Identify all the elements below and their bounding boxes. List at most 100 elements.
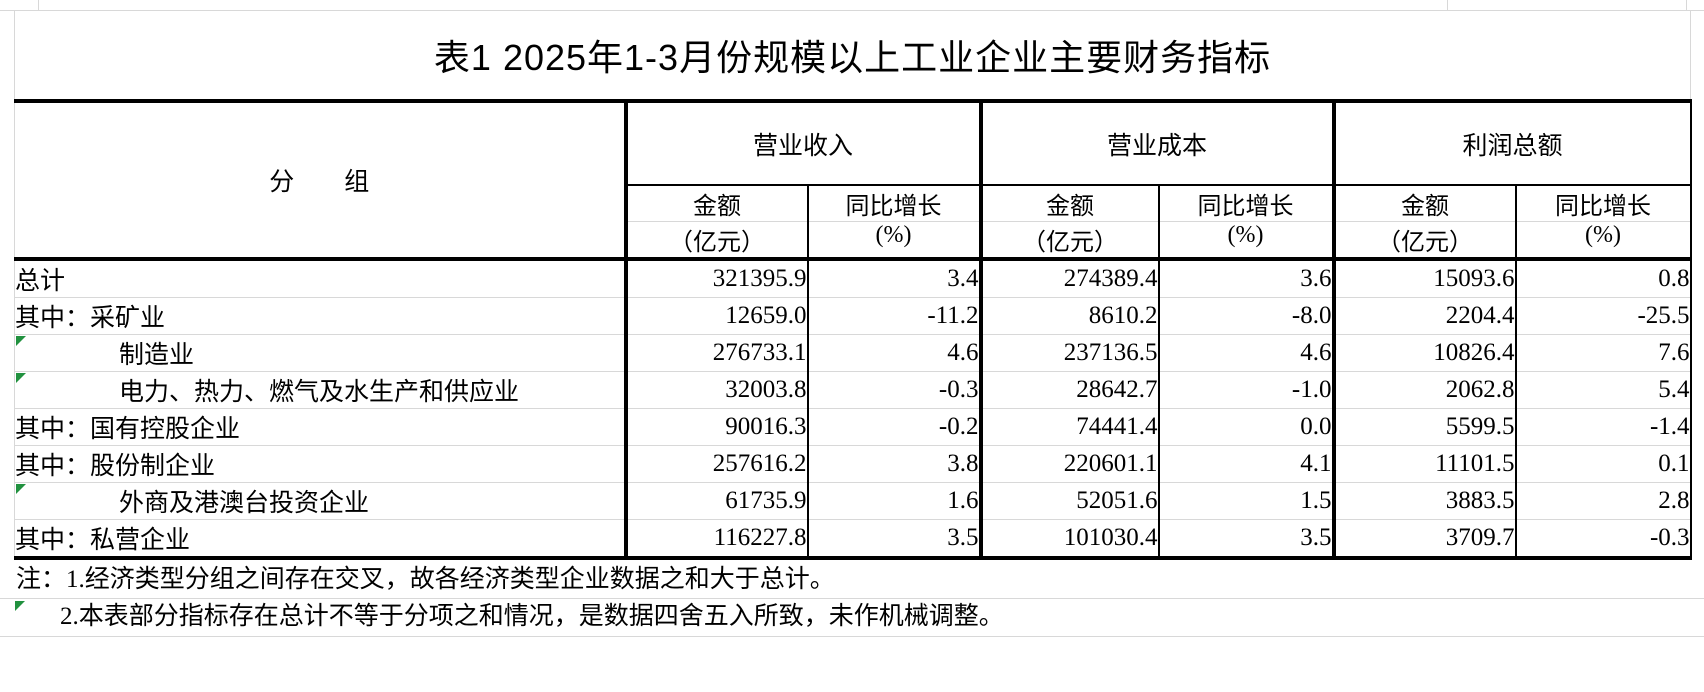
row-label-cell[interactable]: 其中：国有控股企业: [14, 408, 628, 446]
row-label: 电力、热力、燃气及水生产和供应业: [119, 379, 520, 406]
revenue-growth-unit-cell[interactable]: (%): [807, 221, 983, 261]
cost-growth-unit-cell[interactable]: (%): [1158, 221, 1336, 261]
value-cell[interactable]: 321395.9: [625, 259, 809, 298]
value-cell[interactable]: -0.2: [807, 408, 983, 446]
header-unit-row: （亿元） (%) （亿元） (%) （亿元） (%): [15, 221, 1692, 261]
value-cell[interactable]: 237136.5: [980, 334, 1160, 372]
value-cell[interactable]: 10826.4: [1333, 334, 1517, 372]
value-cell[interactable]: 101030.4: [980, 519, 1160, 560]
value-cell[interactable]: 3.8: [807, 445, 983, 483]
value-cell[interactable]: 0.8: [1515, 259, 1692, 298]
value-cell[interactable]: 5599.5: [1333, 408, 1517, 446]
value-cell[interactable]: 3.6: [1158, 259, 1336, 298]
value-cell[interactable]: 3883.5: [1333, 482, 1517, 520]
title-row: 表1 2025年1-3月份规模以上工业企业主要财务指标: [13, 10, 1692, 103]
value-cell[interactable]: 220601.1: [980, 445, 1160, 483]
header-operating-revenue-cell[interactable]: 营业收入: [625, 101, 983, 186]
dirty-cell-marker-icon: [15, 601, 25, 611]
value-cell[interactable]: -11.2: [807, 297, 983, 335]
revenue-amount-header-cell[interactable]: 金额: [625, 185, 809, 222]
value-cell[interactable]: 3.5: [807, 519, 983, 560]
profit-growth-unit-cell[interactable]: (%): [1515, 221, 1692, 261]
row-label-cell[interactable]: 制造业: [14, 334, 628, 372]
value-cell[interactable]: 116227.8: [625, 519, 809, 560]
value-cell[interactable]: 8610.2: [980, 297, 1160, 335]
value-cell[interactable]: 4.1: [1158, 445, 1336, 483]
value-cell[interactable]: 32003.8: [625, 371, 809, 409]
group-column-header-cell[interactable]: 分 组: [14, 101, 628, 261]
dirty-cell-marker-icon: [16, 373, 26, 383]
dirty-cell-marker-icon: [16, 484, 26, 494]
value-cell[interactable]: 3.5: [1158, 519, 1336, 560]
value-cell[interactable]: 7.6: [1515, 334, 1692, 372]
table-row: 其中：采矿业 12659.0 -11.2 8610.2 -8.0 2204.4 -25.5: [14, 297, 1692, 335]
table-body: 总计 321395.9 3.4 274389.4 3.6 15093.6 0.8 其中：采矿业…: [14, 259, 1692, 560]
cost-amount-unit-cell[interactable]: （亿元）: [980, 221, 1160, 261]
row-label: 其中：采矿业: [15, 305, 166, 332]
footnote-2: 2.本表部分指标存在总计不等于分项之和情况，是数据四舍五入所致，未作机械调整。: [60, 603, 1004, 630]
row-label-cell[interactable]: 总计: [14, 259, 628, 298]
profit-growth-header-cell[interactable]: 同比增长: [1515, 185, 1692, 222]
table-row: 其中：私营企业 116227.8 3.5 101030.4 3.5 3709.7 -0.3: [14, 519, 1692, 560]
cost-growth-header-cell[interactable]: 同比增长: [1158, 185, 1336, 222]
profit-amount-unit-cell[interactable]: （亿元）: [1333, 221, 1517, 261]
gridline-note-separator: [0, 598, 1704, 599]
row-label: 外商及港澳台投资企业: [119, 490, 370, 517]
value-cell[interactable]: 0.0: [1158, 408, 1336, 446]
table-row: 其中：股份制企业 257616.2 3.8 220601.1 4.1 11101.5 0.1: [14, 445, 1692, 483]
value-cell[interactable]: 1.6: [807, 482, 983, 520]
value-cell[interactable]: 2204.4: [1333, 297, 1517, 335]
table-row: 总计 321395.9 3.4 274389.4 3.6 15093.6 0.8: [14, 259, 1692, 298]
value-cell[interactable]: 2.8: [1515, 482, 1692, 520]
value-cell[interactable]: 61735.9: [625, 482, 809, 520]
cost-amount-header-cell[interactable]: 金额: [980, 185, 1160, 222]
value-cell[interactable]: 11101.5: [1333, 445, 1517, 483]
revenue-growth-header-cell[interactable]: 同比增长: [807, 185, 983, 222]
gridline-stub-b: [1447, 0, 1448, 10]
row-label: 总计: [15, 268, 66, 295]
value-cell[interactable]: 274389.4: [980, 259, 1160, 298]
row-label-cell[interactable]: 其中：股份制企业: [14, 445, 628, 483]
value-cell[interactable]: 90016.3: [625, 408, 809, 446]
table-row: 制造业 276733.1 4.6 237136.5 4.6 10826.4 7.6: [14, 334, 1692, 372]
value-cell[interactable]: 1.5: [1158, 482, 1336, 520]
value-cell[interactable]: -0.3: [1515, 519, 1692, 560]
value-cell[interactable]: 74441.4: [980, 408, 1160, 446]
value-cell[interactable]: 4.6: [1158, 334, 1336, 372]
value-cell[interactable]: -25.5: [1515, 297, 1692, 335]
financial-indicators-table: 表1 2025年1-3月份规模以上工业企业主要财务指标 分 组 营业收入 营业成…: [13, 10, 1692, 560]
row-label: 其中：私营企业: [15, 527, 191, 554]
value-cell[interactable]: -8.0: [1158, 297, 1336, 335]
row-label-cell[interactable]: 其中：私营企业: [14, 519, 628, 560]
value-cell[interactable]: 0.1: [1515, 445, 1692, 483]
row-label-cell[interactable]: 电力、热力、燃气及水生产和供应业: [14, 371, 628, 409]
row-label-cell[interactable]: 外商及港澳台投资企业: [14, 482, 628, 520]
value-cell[interactable]: 276733.1: [625, 334, 809, 372]
revenue-amount-unit-cell[interactable]: （亿元）: [625, 221, 809, 261]
row-label: 其中：股份制企业: [15, 453, 216, 480]
row-label-cell[interactable]: 其中：采矿业: [14, 297, 628, 335]
value-cell[interactable]: 2062.8: [1333, 371, 1517, 409]
value-cell[interactable]: 28642.7: [980, 371, 1160, 409]
value-cell[interactable]: 3709.7: [1333, 519, 1517, 560]
value-cell[interactable]: 52051.6: [980, 482, 1160, 520]
header-sub-row: 金额 同比增长 金额 同比增长 金额 同比增长: [15, 185, 1692, 222]
value-cell[interactable]: -1.4: [1515, 408, 1692, 446]
profit-amount-header-cell[interactable]: 金额: [1333, 185, 1517, 222]
value-cell[interactable]: 15093.6: [1333, 259, 1517, 298]
value-cell[interactable]: 5.4: [1515, 371, 1692, 409]
footnote-1: 注：1.经济类型分组之间存在交叉，故各经济类型企业数据之和大于总计。: [16, 566, 835, 593]
gridline-bottom: [0, 636, 1704, 637]
table-row: 外商及港澳台投资企业 61735.9 1.6 52051.6 1.5 3883.5 2.8: [14, 482, 1692, 520]
dirty-cell-marker-icon: [16, 336, 26, 346]
header-total-profit-cell[interactable]: 利润总额: [1333, 101, 1692, 186]
value-cell[interactable]: -1.0: [1158, 371, 1336, 409]
value-cell[interactable]: 3.4: [807, 259, 983, 298]
value-cell[interactable]: 4.6: [807, 334, 983, 372]
value-cell[interactable]: 257616.2: [625, 445, 809, 483]
value-cell[interactable]: 12659.0: [625, 297, 809, 335]
value-cell[interactable]: -0.3: [807, 371, 983, 409]
header-operating-cost-cell[interactable]: 营业成本: [980, 101, 1336, 186]
row-label: 其中：国有控股企业: [15, 416, 241, 443]
